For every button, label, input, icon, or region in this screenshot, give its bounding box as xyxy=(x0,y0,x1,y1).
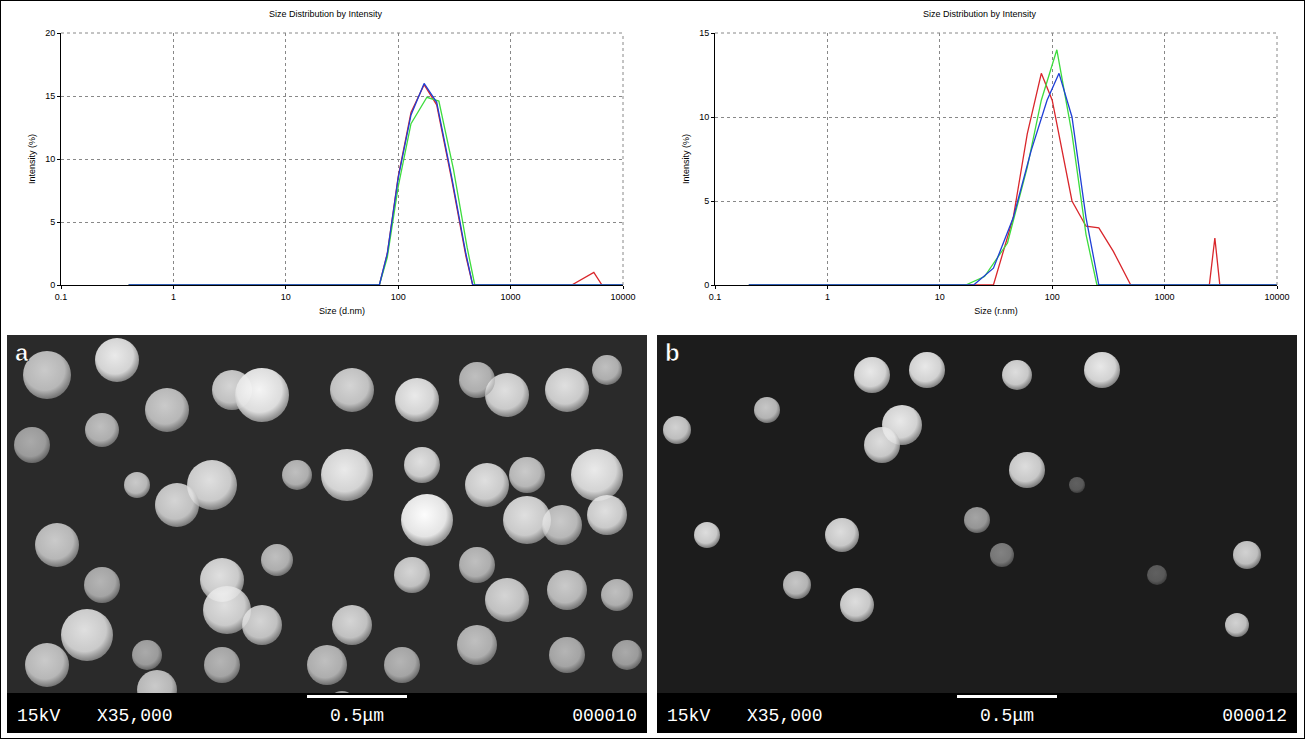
svg-text:0.1: 0.1 xyxy=(55,292,68,302)
svg-text:1: 1 xyxy=(825,292,830,302)
svg-text:0: 0 xyxy=(50,280,55,290)
svg-text:100: 100 xyxy=(391,292,406,302)
svg-text:10: 10 xyxy=(699,112,709,122)
svg-text:Size Distribution by Intensity: Size Distribution by Intensity xyxy=(923,9,1037,19)
svg-text:a: a xyxy=(15,339,29,366)
svg-text:X35,000: X35,000 xyxy=(97,706,173,726)
svg-text:Size Distribution by Intensity: Size Distribution by Intensity xyxy=(269,9,383,19)
svg-text:Intensity (%): Intensity (%) xyxy=(681,134,691,184)
svg-text:X35,000: X35,000 xyxy=(747,706,823,726)
svg-text:0.5μm: 0.5μm xyxy=(330,706,384,726)
svg-text:10000: 10000 xyxy=(610,292,635,302)
svg-text:1000: 1000 xyxy=(1155,292,1175,302)
svg-text:b: b xyxy=(665,339,680,366)
svg-text:15kV: 15kV xyxy=(667,706,710,726)
svg-text:5: 5 xyxy=(50,217,55,227)
svg-text:10: 10 xyxy=(935,292,945,302)
svg-text:100: 100 xyxy=(1045,292,1060,302)
svg-text:Intensity (%): Intensity (%) xyxy=(27,134,37,184)
svg-text:15: 15 xyxy=(45,91,55,101)
svg-text:1000: 1000 xyxy=(501,292,521,302)
svg-text:10: 10 xyxy=(281,292,291,302)
svg-text:10000: 10000 xyxy=(1264,292,1289,302)
svg-text:0.5μm: 0.5μm xyxy=(980,706,1034,726)
svg-text:0: 0 xyxy=(704,280,709,290)
svg-text:Size (r.nm): Size (r.nm) xyxy=(974,306,1018,316)
svg-text:1: 1 xyxy=(171,292,176,302)
svg-text:15: 15 xyxy=(699,28,709,38)
svg-text:10: 10 xyxy=(45,154,55,164)
svg-text:20: 20 xyxy=(45,28,55,38)
svg-text:Size (d.nm): Size (d.nm) xyxy=(319,306,365,316)
svg-text:15kV: 15kV xyxy=(17,706,60,726)
svg-text:000010: 000010 xyxy=(572,706,637,726)
svg-text:5: 5 xyxy=(704,196,709,206)
svg-text:0.1: 0.1 xyxy=(709,292,722,302)
svg-text:000012: 000012 xyxy=(1222,706,1287,726)
